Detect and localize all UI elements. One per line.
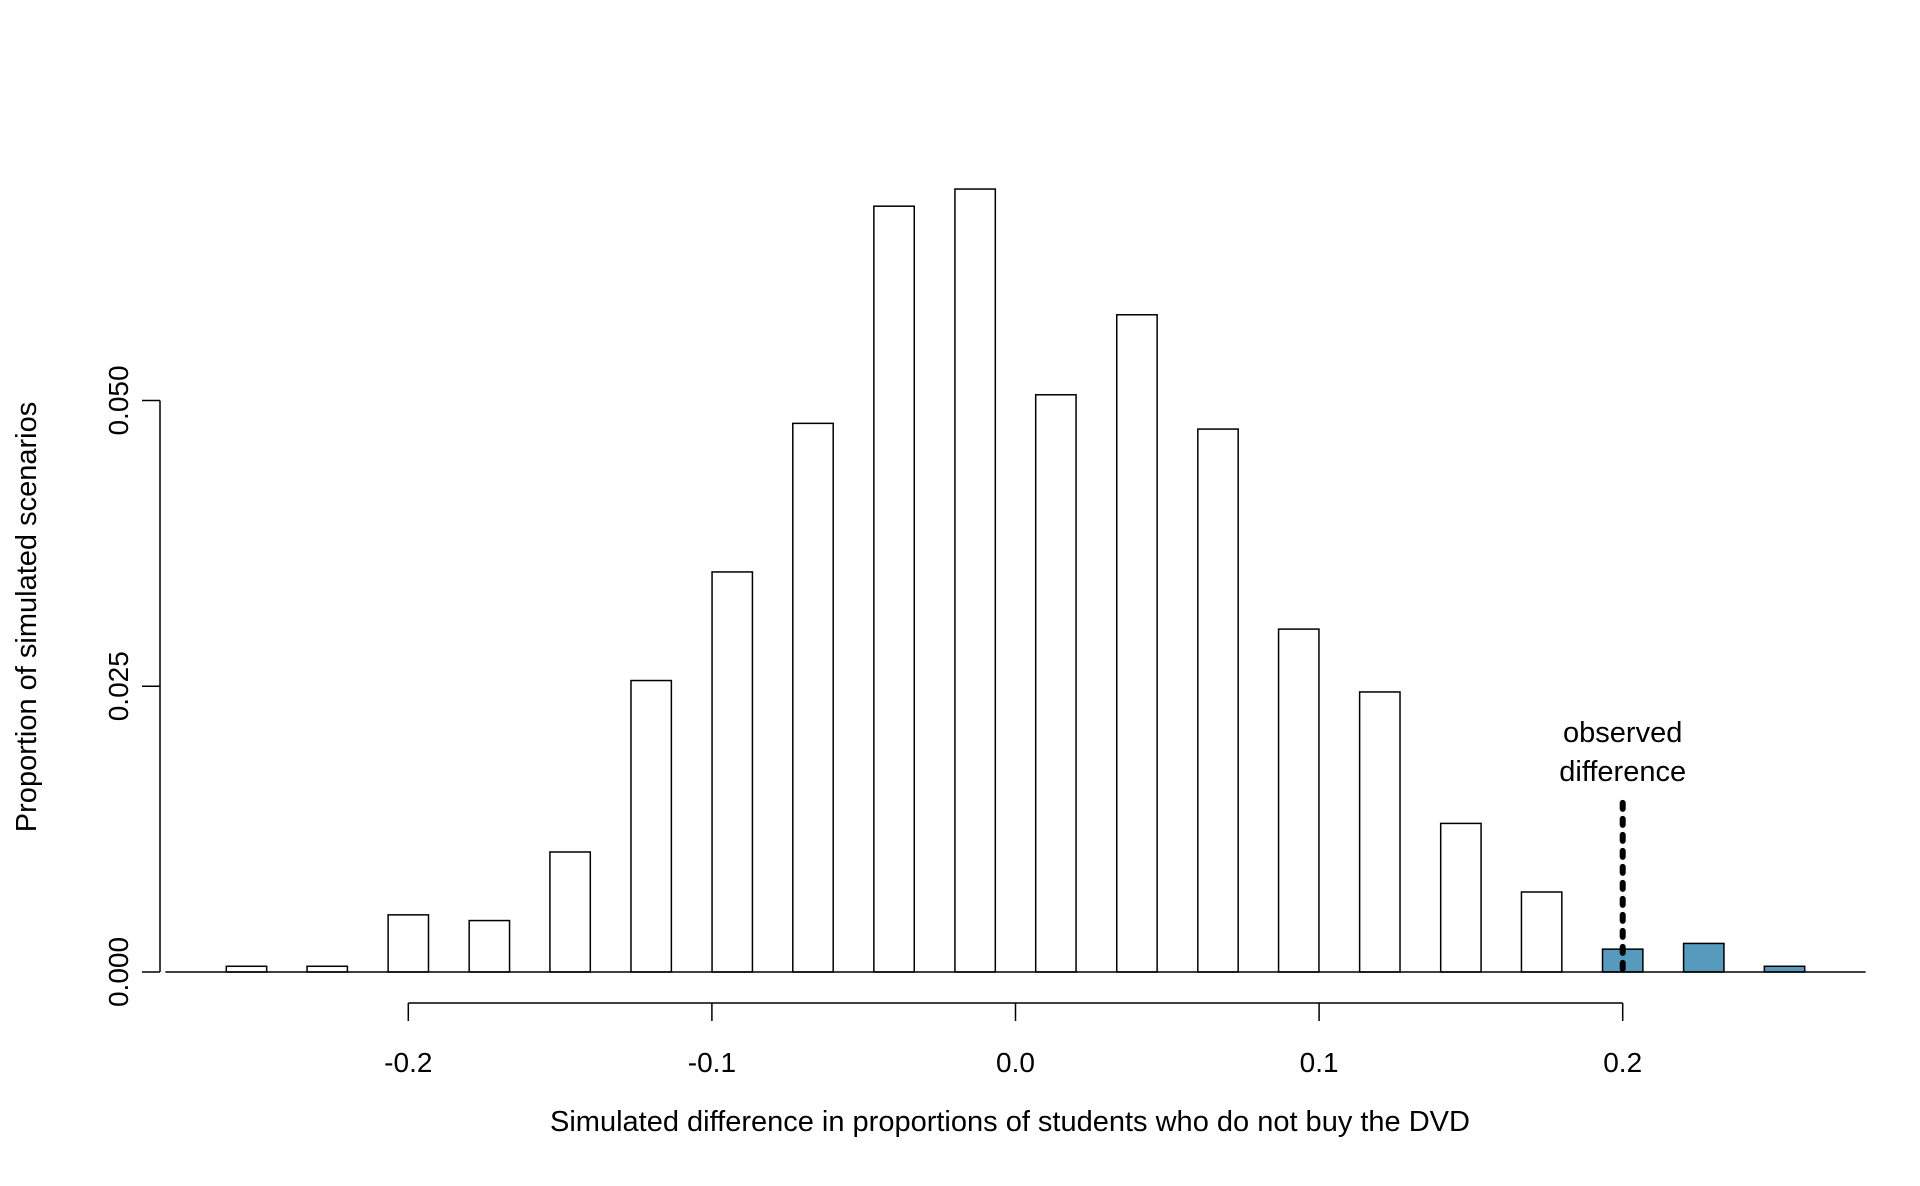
annotation-label-line-2: difference [1559,756,1686,788]
histogram-bar-highlighted [1763,965,1806,973]
histogram-bar [225,965,268,973]
x-tick-label: -0.1 [688,1047,736,1078]
x-tick-label: 0.2 [1603,1047,1642,1078]
histogram-bar [387,914,430,973]
histogram-bar [549,851,592,973]
x-tick-label: -0.2 [384,1047,432,1078]
histogram-bar [1277,628,1320,973]
histogram-bar [1520,891,1563,973]
annotation-label-line-1: observed [1563,717,1682,749]
x-tick-label: 0.1 [1300,1047,1339,1078]
histogram-bar [954,188,997,973]
x-tick-label: 0.0 [996,1047,1035,1078]
histogram-bar [630,679,673,973]
histogram-bar [873,205,915,973]
histogram-bar [1197,428,1239,973]
y-tick-label: 0.025 [103,651,134,721]
y-tick-label: 0.050 [103,365,134,435]
y-axis-title: Proportion of simulated scenarios [11,402,43,832]
y-tick-label: 0.000 [103,937,134,1007]
histogram-bar [1034,394,1077,973]
histogram-bar [468,919,511,973]
bars-group [225,188,1806,973]
histogram-bar [306,965,349,973]
histogram-bar-highlighted [1682,942,1725,973]
histogram-bar [1358,691,1401,973]
x-axis-title: Simulated difference in proportions of s… [550,1106,1470,1138]
histogram-bar [1439,822,1482,973]
histogram-bar [1116,314,1158,973]
histogram-bar [711,571,754,973]
x-axis: -0.2 -0.1 0.0 0.1 0.2 [384,1002,1642,1078]
observed-difference-annotation: observed difference [1559,717,1686,975]
histogram-bar [792,422,834,973]
y-axis: 0.000 0.025 0.050 [103,365,161,1007]
